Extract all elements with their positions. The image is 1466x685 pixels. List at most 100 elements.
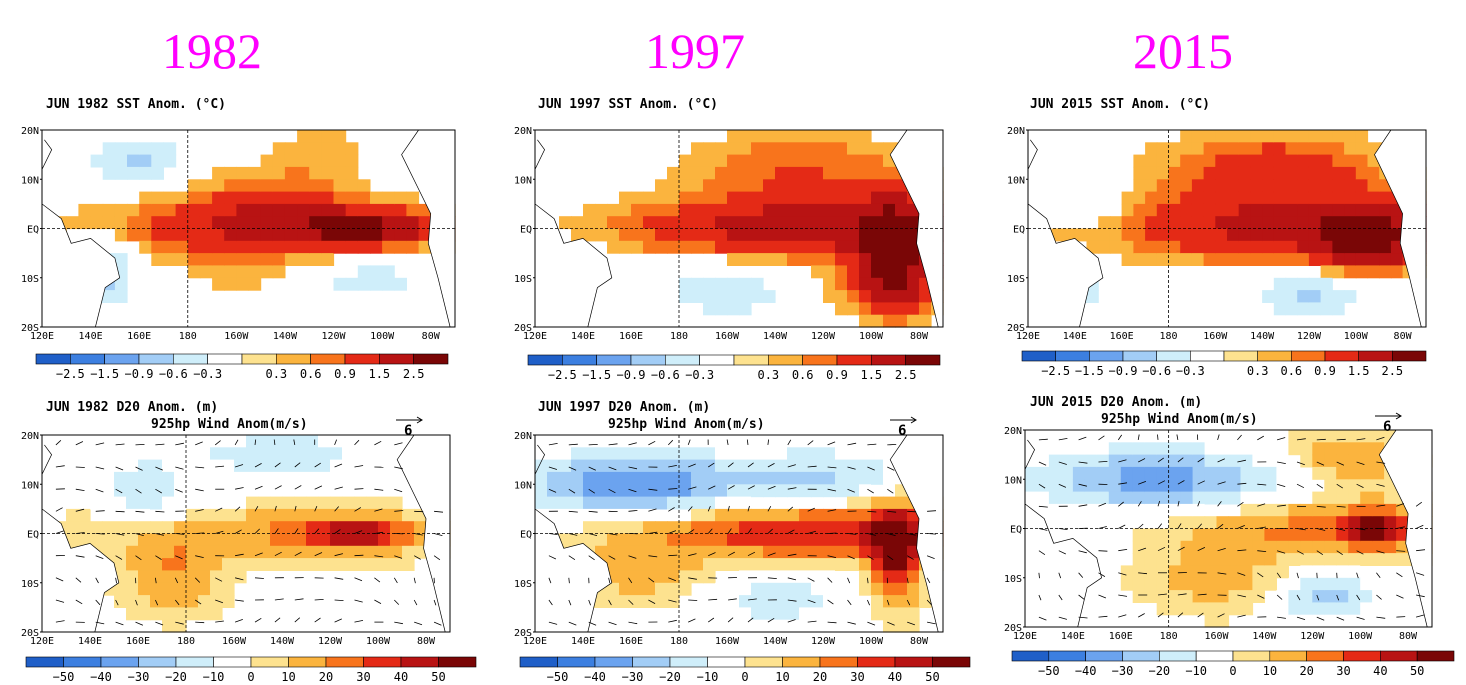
field-cell [236, 265, 250, 279]
wind-vector [767, 617, 775, 623]
field-cell [354, 508, 367, 522]
field-cell [186, 484, 199, 498]
field-cell [823, 277, 836, 291]
wind-vector [75, 532, 85, 534]
field-cell [715, 447, 728, 461]
field-cell [151, 154, 164, 168]
field-cell [835, 253, 848, 266]
field-cell [727, 216, 740, 230]
field-cell [1297, 154, 1310, 168]
field-cell [727, 471, 740, 485]
field-cell [378, 521, 391, 535]
field-cell [1133, 240, 1146, 254]
field-cell [357, 265, 371, 279]
reference-vector-label: 6 [404, 423, 412, 439]
field-cell [174, 435, 187, 448]
wind-vector [374, 531, 384, 534]
field-cell [1227, 130, 1240, 143]
wind-vector [1098, 615, 1108, 618]
wind-vector [1098, 526, 1107, 529]
field-cell [1145, 179, 1158, 193]
wind-vector [926, 555, 935, 559]
wind-vector [628, 577, 633, 584]
field-cell [186, 582, 199, 596]
lon-tick-label: 160E [126, 636, 150, 647]
field-cell [151, 216, 164, 230]
field-cell [162, 619, 175, 633]
field-cell [1072, 491, 1086, 505]
field-cell [258, 459, 271, 473]
field-cell [1145, 154, 1158, 168]
field-cell [715, 290, 728, 303]
land-mask [1027, 129, 1427, 328]
field-cell [1285, 191, 1298, 205]
lon-tick-label: 100W [1348, 631, 1373, 642]
field-cell [655, 545, 668, 559]
wind-vector [95, 599, 101, 606]
wind-vector [174, 577, 179, 584]
field-cell [90, 496, 103, 510]
wind-vector [1217, 458, 1225, 463]
field-cell [547, 496, 560, 510]
field-cell [895, 277, 908, 291]
field-cell [1144, 553, 1158, 566]
wind-vector [1098, 550, 1108, 552]
field-cell [174, 607, 187, 621]
field-cell [330, 508, 343, 522]
field-cell [270, 435, 283, 448]
field-cell [727, 607, 740, 621]
field-cell [270, 521, 283, 535]
field-cell [1297, 302, 1310, 316]
field-cell [679, 154, 692, 168]
field-cell [222, 570, 235, 584]
field-cell [1132, 565, 1146, 579]
wind-vector [568, 466, 577, 471]
field-cell [739, 484, 752, 498]
field-cell [357, 203, 371, 217]
lon-tick-label: 160W [222, 636, 247, 647]
field-cell [163, 154, 177, 168]
colorbar-tick-label: 10 [1263, 664, 1277, 678]
field-cell [679, 545, 692, 559]
field-cell [811, 459, 824, 473]
wind-vector [727, 617, 734, 623]
field-cell [1215, 166, 1228, 180]
field-cell [691, 496, 704, 510]
field-cell [272, 154, 286, 168]
field-cell [284, 191, 298, 205]
field-cell [162, 484, 175, 498]
colorbar-tick-label: −0.3 [685, 368, 714, 382]
field-cell [787, 558, 800, 571]
field-cell [1037, 454, 1050, 468]
field-cell [1297, 253, 1310, 266]
field-cell [1121, 203, 1134, 217]
wind-vector [568, 510, 578, 513]
field-cell [390, 508, 403, 522]
field-cell [739, 521, 752, 535]
field-cell [212, 203, 225, 217]
wind-vector [887, 533, 896, 536]
field-cell [715, 582, 728, 596]
field-cell [739, 253, 752, 266]
field-cell [186, 435, 199, 448]
field-cell [631, 521, 644, 535]
lat-tick-label: 20S [1007, 323, 1025, 334]
field-cell [1191, 142, 1205, 156]
field-cell [595, 435, 608, 448]
field-cell [1308, 203, 1322, 217]
wind-vector [1038, 483, 1046, 489]
wind-vector [906, 555, 914, 560]
field-cell [811, 570, 824, 584]
field-cell [895, 314, 908, 328]
wind-vector [1137, 434, 1140, 440]
field-cell [667, 471, 680, 485]
field-cell [272, 142, 286, 156]
field-cell [1204, 553, 1218, 566]
field-cell [330, 521, 343, 535]
field-cell [272, 166, 286, 180]
wind-vector [55, 465, 65, 468]
field-cell [883, 558, 896, 571]
field-cell [1216, 565, 1230, 579]
field-cell [751, 142, 764, 156]
field-cell [679, 290, 692, 303]
